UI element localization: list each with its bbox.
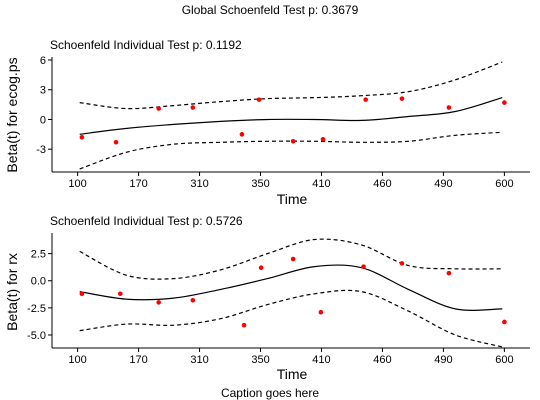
residual-point (256, 97, 262, 102)
x-tick-label: 350 (251, 178, 269, 190)
residual-point (239, 132, 245, 137)
y-axis-title: Beta(t) for ecog.ps (4, 57, 20, 172)
residual-point (290, 138, 296, 144)
x-tick-label: 600 (495, 354, 513, 366)
residual-point (156, 106, 161, 111)
x-tick-label: 100 (68, 178, 86, 190)
residual-point (113, 139, 119, 145)
x-tick-label: 460 (373, 178, 391, 190)
y-tick-label: -3 (36, 144, 46, 156)
x-tick-label: 600 (495, 178, 513, 190)
tick-group: 6 3 0 -3 100 170 310 350 410 460 490 600 (36, 55, 530, 190)
x-tick-label: 350 (251, 354, 269, 366)
global-title: Global Schoenfeld Test p: 0.3679 (182, 3, 359, 17)
residual-point (320, 136, 326, 142)
panel-title: Schoenfeld Individual Test p: 0.1192 (50, 38, 242, 52)
y-tick-label: -2.5 (27, 303, 46, 315)
residual-point (79, 135, 85, 140)
residual-point (502, 100, 507, 105)
x-tick-label: 170 (129, 178, 147, 190)
residual-point (399, 261, 405, 266)
residual-point (399, 96, 405, 101)
x-tick-label: 490 (434, 178, 452, 190)
residual-point (363, 97, 368, 102)
residual-point (190, 105, 196, 110)
y-tick-label: 2.5 (31, 249, 46, 261)
y-axis-title: Beta(t) for rx (4, 253, 20, 331)
residual-point (241, 322, 247, 328)
series-fit (79, 264, 503, 311)
x-axis-title: Time (277, 366, 308, 382)
series-lower-band (79, 289, 503, 348)
series-lower-band (79, 131, 503, 170)
residual-point (318, 309, 324, 315)
residual-point (446, 105, 452, 110)
residual-point (156, 300, 161, 305)
mark-group (79, 238, 507, 348)
x-tick-label: 310 (190, 354, 208, 366)
residual-point (361, 264, 366, 269)
x-tick-label: 460 (373, 354, 391, 366)
x-tick-label: 310 (190, 178, 208, 190)
panel-rx: Schoenfeld Individual Test p: 0.5726 Tim… (4, 214, 530, 382)
residual-point (117, 291, 123, 297)
residual-point (446, 270, 452, 276)
x-tick-label: 490 (434, 354, 452, 366)
caption: Caption goes here (221, 386, 319, 400)
panel-ecog-ps: Schoenfeld Individual Test p: 0.1192 Tim… (4, 38, 530, 207)
y-tick-label: -5.0 (27, 330, 46, 342)
y-tick-label: 3 (40, 85, 46, 97)
residual-point (290, 256, 296, 262)
x-tick-label: 410 (312, 354, 330, 366)
residual-point (190, 297, 196, 303)
residual-point (502, 319, 507, 325)
y-tick-label: 0.0 (31, 276, 46, 288)
residual-point (79, 291, 85, 297)
x-tick-label: 100 (68, 354, 86, 366)
series-upper-band (79, 61, 503, 110)
y-tick-label: 6 (40, 55, 46, 67)
x-axis-title: Time (277, 191, 308, 207)
x-tick-label: 410 (312, 178, 330, 190)
x-tick-label: 170 (129, 354, 147, 366)
y-tick-label: 0 (40, 114, 46, 126)
tick-group: 2.5 0.0 -2.5 -5.0 100 170 310 350 410 460 490 600 (27, 233, 530, 366)
residual-point (258, 265, 264, 271)
mark-group (79, 61, 507, 170)
series-fit (79, 97, 503, 135)
panel-title: Schoenfeld Individual Test p: 0.5726 (50, 214, 243, 228)
